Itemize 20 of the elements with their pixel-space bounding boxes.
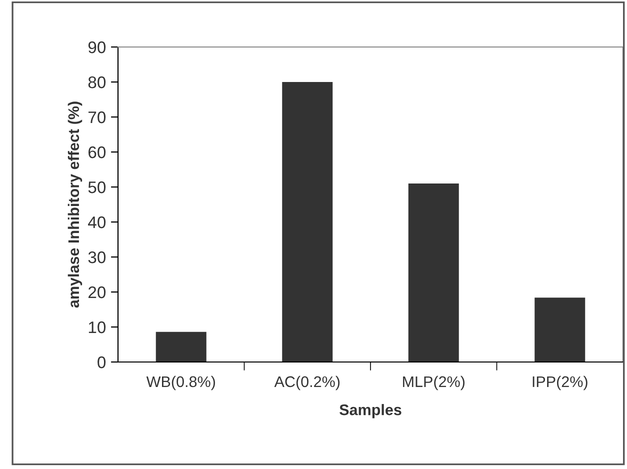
y-tick-label: 30 (88, 251, 106, 264)
x-tick-label: WB(0.8%) (146, 376, 215, 390)
y-tick-label: 0 (98, 356, 106, 368)
x-axis-title: Samples (340, 404, 402, 418)
bar (282, 82, 333, 362)
x-tick-label: IPP(2%) (532, 376, 588, 390)
bar (408, 184, 459, 362)
y-tick-label: 80 (88, 76, 106, 88)
y-tick-label: 50 (88, 181, 106, 194)
y-tick-label: 60 (88, 146, 106, 158)
y-tick-label: 70 (88, 111, 106, 124)
y-tick-label: 40 (88, 216, 106, 228)
x-tick-label: AC(0.2%) (274, 376, 340, 390)
y-tick-label: 90 (88, 41, 106, 54)
y-tick-label: 20 (88, 286, 106, 298)
x-tick-label: MLP(2%) (403, 376, 465, 390)
y-axis-title: amylase Inhibitory effect (%) (68, 102, 82, 308)
bar (534, 298, 586, 362)
bar (156, 332, 206, 362)
y-tick-label: 10 (88, 321, 106, 334)
